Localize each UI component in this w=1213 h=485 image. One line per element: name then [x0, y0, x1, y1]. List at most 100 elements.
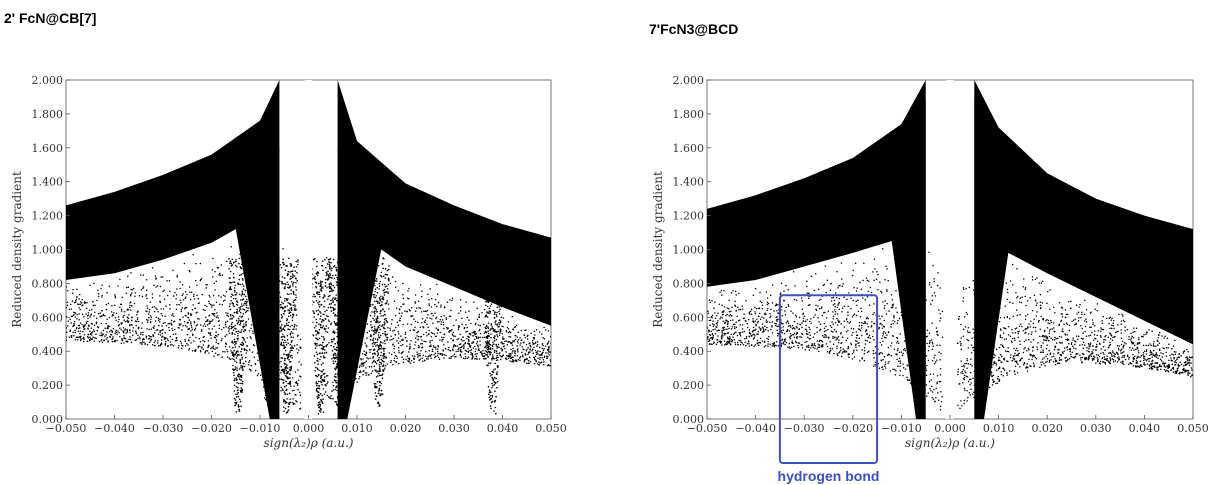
scatter-point	[495, 272, 497, 275]
scatter-point	[545, 355, 548, 357]
scatter-point	[214, 348, 216, 350]
scatter-point	[383, 360, 385, 363]
scatter-point	[542, 344, 544, 347]
scatter-point	[777, 325, 780, 328]
scatter-point	[292, 290, 295, 293]
scatter-point	[387, 291, 389, 293]
scatter-point	[367, 374, 370, 376]
scatter-point	[284, 407, 287, 410]
scatter-point	[332, 274, 334, 277]
scatter-point	[82, 326, 85, 329]
scatter-point	[382, 327, 385, 329]
scatter-point	[144, 343, 146, 345]
scatter-point	[79, 322, 82, 324]
scatter-point	[324, 349, 326, 351]
scatter-point	[237, 404, 240, 406]
scatter-point	[491, 345, 494, 348]
scatter-point	[80, 338, 82, 340]
scatter-point	[275, 260, 277, 262]
scatter-point	[321, 318, 324, 321]
scatter-point	[328, 303, 331, 306]
scatter-point	[269, 299, 272, 301]
scatter-point	[172, 313, 174, 315]
scatter-point	[425, 357, 428, 360]
scatter-point	[336, 332, 339, 334]
scatter-point	[284, 283, 287, 285]
scatter-point	[332, 297, 334, 299]
scatter-point	[366, 323, 369, 325]
scatter-point	[446, 328, 448, 330]
scatter-point	[95, 322, 98, 325]
scatter-point	[111, 330, 113, 332]
scatter-point	[247, 318, 250, 320]
scatter-point	[537, 357, 539, 360]
scatter-point	[333, 264, 336, 267]
scatter-point	[206, 323, 209, 326]
scatter-point	[320, 381, 323, 384]
scatter-point	[767, 343, 769, 345]
scatter-point	[315, 325, 317, 327]
scatter-point	[108, 336, 111, 338]
scatter-point	[272, 286, 275, 288]
scatter-point	[126, 316, 129, 319]
scatter-point	[158, 324, 160, 327]
scatter-point	[284, 269, 287, 271]
scatter-point	[233, 384, 236, 387]
scatter-point	[283, 344, 285, 346]
scatter-point	[208, 327, 210, 330]
y-axis-label: Reduced density gradient	[10, 171, 24, 328]
scatter-point	[314, 295, 316, 298]
scatter-point	[902, 367, 905, 369]
scatter-point	[284, 349, 287, 352]
scatter-point	[77, 324, 80, 327]
scatter-point	[500, 347, 503, 349]
scatter-point	[70, 315, 73, 318]
scatter-point	[492, 260, 495, 262]
scatter-point	[340, 261, 343, 264]
scatter-point	[335, 367, 338, 369]
scatter-point	[809, 334, 811, 336]
scatter-point	[231, 341, 233, 344]
scatter-point	[169, 335, 172, 338]
scatter-point	[218, 272, 221, 275]
scatter-point	[1103, 356, 1106, 358]
scatter-point	[130, 305, 133, 307]
scatter-point	[286, 318, 288, 320]
scatter-point	[505, 351, 507, 353]
scatter-point	[171, 327, 173, 330]
scatter-point	[231, 302, 234, 304]
scatter-point	[330, 310, 333, 312]
band-left-dense	[707, 80, 926, 419]
scatter-point	[103, 339, 106, 342]
scatter-point	[321, 383, 323, 386]
scatter-point	[90, 334, 93, 336]
scatter-point	[501, 271, 503, 273]
scatter-point	[376, 263, 378, 266]
scatter-point	[459, 310, 462, 312]
scatter-point	[238, 257, 240, 260]
scatter-point	[386, 288, 389, 290]
scatter-point	[266, 347, 268, 349]
scatter-point	[369, 351, 371, 353]
scatter-point	[416, 335, 418, 337]
scatter-point	[1011, 337, 1014, 340]
scatter-point	[315, 299, 318, 302]
scatter-point	[270, 344, 272, 346]
scatter-point	[397, 337, 400, 339]
scatter-point	[373, 261, 375, 264]
scatter-point	[729, 339, 731, 342]
scatter-point	[1041, 351, 1043, 353]
scatter-point	[533, 346, 535, 349]
scatter-point	[233, 377, 236, 380]
scatter-point	[271, 295, 273, 297]
scatter-point	[190, 321, 192, 323]
scatter-point	[283, 370, 286, 373]
scatter-point	[347, 368, 349, 371]
scatter-point	[270, 288, 273, 291]
scatter-point	[329, 276, 332, 279]
scatter-point	[505, 340, 508, 342]
scatter-point	[498, 283, 501, 286]
scatter-point	[316, 332, 319, 334]
scatter-point	[357, 321, 359, 324]
scatter-point	[236, 308, 238, 311]
